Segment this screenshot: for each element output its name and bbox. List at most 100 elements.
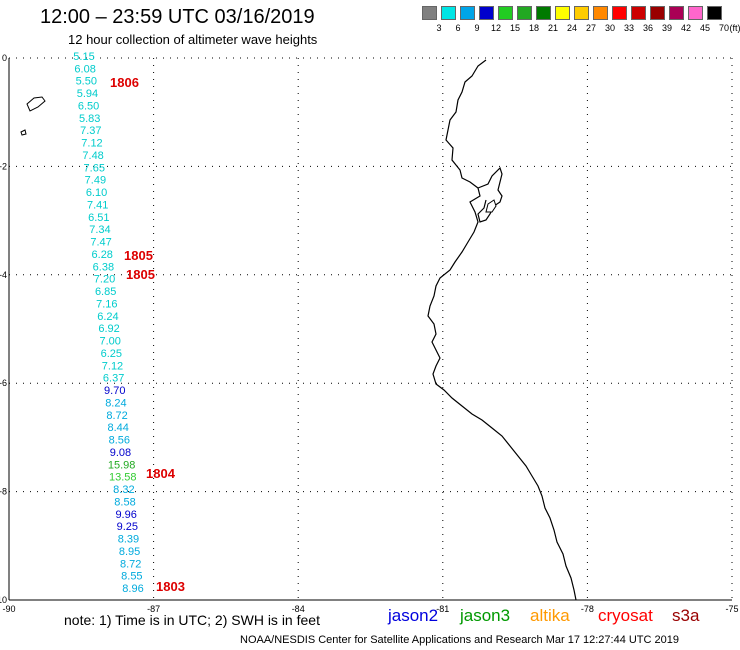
satellite-legend-s3a: s3a — [672, 606, 700, 625]
legend-swatch — [650, 6, 665, 20]
legend-swatch — [707, 6, 722, 20]
puna-island — [485, 199, 497, 213]
satellite-legend-jason2: jason2 — [388, 606, 439, 625]
wave-height-value: 6.28 — [92, 249, 113, 261]
latitude-tick-label: -4 — [0, 270, 7, 280]
wave-height-value: 8.72 — [120, 558, 141, 570]
legend-label: 6 — [455, 23, 461, 33]
pass-time-label: 1806 — [110, 75, 139, 90]
wave-height-value: 7.34 — [89, 224, 110, 236]
wave-height-value: 7.00 — [99, 336, 120, 348]
wave-height-value: 6.38 — [93, 261, 114, 273]
latitude-tick-label: 0 — [2, 53, 7, 63]
legend-swatch — [669, 6, 684, 20]
wave-height-value: 6.24 — [97, 311, 118, 323]
wave-height-value: 9.70 — [104, 385, 125, 397]
wave-height-value: 6.85 — [95, 286, 116, 298]
page-subtitle: 12 hour collection of altimeter wave hei… — [68, 32, 318, 47]
longitude-tick-label: -81 — [436, 604, 449, 614]
legend-swatch — [593, 6, 608, 20]
longitude-tick-label: -87 — [147, 604, 160, 614]
wave-height-value: 8.95 — [119, 546, 140, 558]
legend-swatch — [479, 6, 494, 20]
graticule-grid — [9, 57, 733, 600]
wave-height-value: 5.94 — [77, 88, 98, 100]
wave-height-value: 7.41 — [87, 199, 108, 211]
galapagos-small-island — [20, 129, 27, 136]
legend-label: 45 — [699, 23, 710, 33]
wave-height-value: 7.20 — [94, 274, 115, 286]
wave-height-value: 6.37 — [103, 373, 124, 385]
legend-label: 70 — [718, 23, 729, 33]
legend-swatch — [460, 6, 475, 20]
wave-height-value: 6.25 — [101, 348, 122, 360]
wave-height-value: 9.08 — [110, 447, 131, 459]
wave-height-value: 5.15 — [73, 51, 94, 63]
longitude-tick-label: -75 — [725, 604, 738, 614]
longitude-tick-label: -90 — [2, 604, 15, 614]
legend-label: 9 — [474, 23, 480, 33]
longitude-tick-label: -84 — [292, 604, 305, 614]
wave-height-value: 9.96 — [115, 509, 136, 521]
wave-height-value: 8.32 — [113, 484, 134, 496]
legend-swatch — [422, 6, 437, 20]
latitude-tick-label: -10 — [0, 595, 7, 605]
pass-time-label: 1804 — [146, 466, 176, 481]
wave-height-value: 7.65 — [84, 162, 105, 174]
footer-credit: NOAA/NESDIS Center for Satellite Applica… — [240, 634, 680, 646]
wave-height-value: 8.55 — [121, 571, 142, 583]
legend-swatch — [555, 6, 570, 20]
pass-time-label: 1803 — [156, 579, 185, 594]
legend-swatch — [441, 6, 456, 20]
coastline-gulf-of-guayaquil — [477, 166, 503, 223]
pass-time-label: 1805 — [124, 248, 153, 263]
coastline — [20, 59, 577, 601]
wave-height-value: 7.12 — [81, 138, 102, 150]
page-title: 12:00 – 23:59 UTC 03/16/2019 — [40, 6, 315, 28]
wave-height-value: 7.37 — [80, 125, 101, 137]
axis-tick-labels: -90 -87 -84 -81 -78 -75 0 -2 -4 -6 -8 -10 — [0, 53, 739, 614]
wave-height-value: 15.98 — [108, 459, 136, 471]
wave-height-value: 6.92 — [98, 323, 119, 335]
satellite-legend-jason3: jason3 — [460, 606, 511, 625]
wave-height-value: 8.96 — [122, 583, 143, 595]
units-note: note: 1) Time is in UTC; 2) SWH is in fe… — [64, 612, 320, 628]
wave-height-value: 13.58 — [109, 472, 137, 484]
color-legend: 3 6 9 12 15 18 21 24 27 30 33 36 39 42 45 70 (ft) — [422, 6, 740, 36]
legend-swatch — [688, 6, 703, 20]
legend-label: 12 — [490, 23, 501, 33]
wave-height-value: 6.10 — [86, 187, 107, 199]
legend-label: 15 — [509, 23, 520, 33]
legend-label: 42 — [680, 23, 691, 33]
wave-height-value: 7.16 — [96, 298, 117, 310]
wave-height-value: 5.50 — [76, 76, 97, 88]
legend-swatch — [612, 6, 627, 20]
wave-height-value: 6.08 — [74, 63, 95, 75]
wave-height-value: 6.51 — [88, 212, 109, 224]
legend-unit: (ft) — [729, 23, 740, 33]
wave-height-observations: 5.156.085.505.946.505.837.377.127.487.65… — [73, 51, 143, 595]
legend-label: 18 — [528, 23, 539, 33]
wave-height-value: 8.58 — [114, 496, 135, 508]
satellite-legend-cryosat: cryosat — [598, 606, 653, 625]
legend-label: 21 — [547, 23, 558, 33]
galapagos-isabela-island — [26, 96, 46, 112]
legend-swatch — [536, 6, 551, 20]
legend-swatch — [498, 6, 513, 20]
wave-height-value: 8.56 — [109, 435, 130, 447]
latitude-tick-label: -8 — [0, 487, 7, 497]
latitude-tick-label: -6 — [0, 378, 7, 388]
wave-height-value: 6.50 — [78, 100, 99, 112]
wave-height-value: 7.48 — [82, 150, 103, 162]
wave-height-value: 8.39 — [118, 534, 139, 546]
legend-label: 36 — [642, 23, 653, 33]
longitude-tick-label: -78 — [581, 604, 594, 614]
legend-label: 33 — [623, 23, 634, 33]
wave-height-value: 8.24 — [105, 397, 126, 409]
wave-height-value: 8.44 — [107, 422, 128, 434]
coastline-mainland — [427, 59, 577, 601]
satellite-legend-altika: altika — [530, 606, 570, 625]
legend-swatch — [631, 6, 646, 20]
legend-label: 24 — [566, 23, 577, 33]
